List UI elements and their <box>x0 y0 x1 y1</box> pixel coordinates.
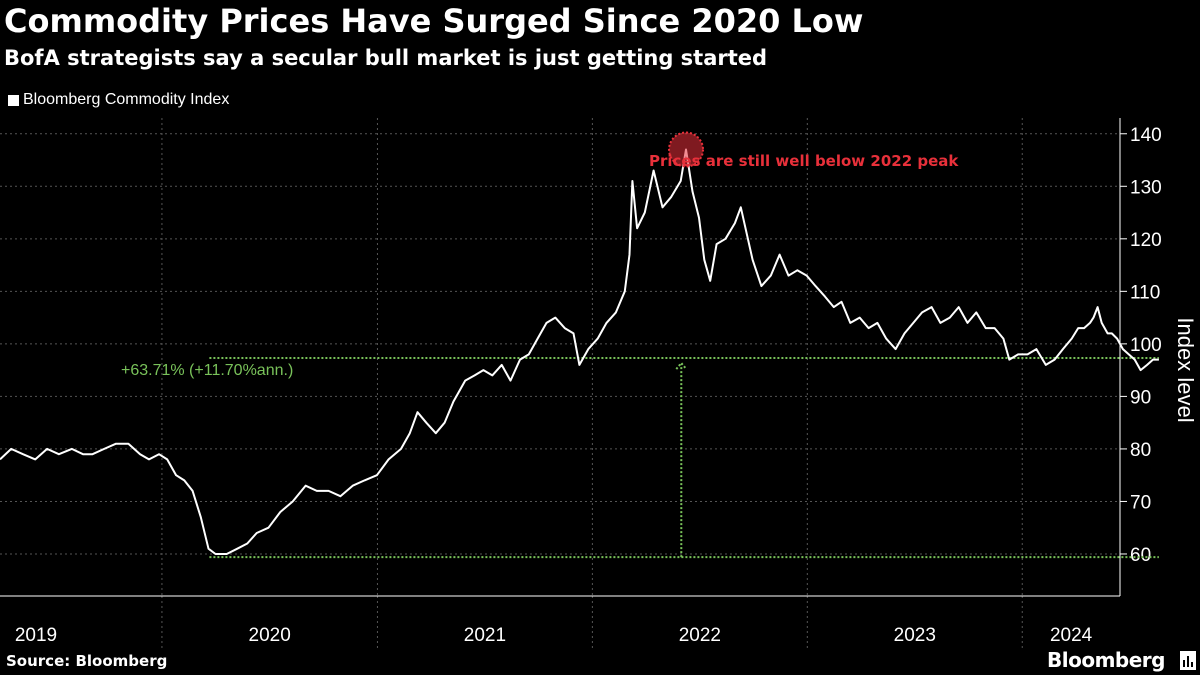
source-note: Source: Bloomberg <box>6 652 168 670</box>
peak-annotation: Prices are still well below 2022 peak <box>649 152 959 170</box>
gain-label: +63.71% (+11.70%ann.) <box>121 362 293 379</box>
y-tick-label: 120 <box>1130 230 1162 251</box>
x-tick-label: 2020 <box>249 625 291 646</box>
y-axis-label: Index level <box>1173 317 1198 422</box>
bloomberg-logo: Bloomberg <box>1047 648 1165 672</box>
chart-title: Commodity Prices Have Surged Since 2020 … <box>4 2 864 40</box>
peak-marker <box>668 131 705 168</box>
y-tick-label: 80 <box>1130 440 1151 461</box>
x-tick-label: 2019 <box>15 625 57 646</box>
y-tick-label: 140 <box>1130 125 1162 146</box>
bloomberg-mark-icon <box>1180 651 1196 670</box>
y-tick-label: 90 <box>1130 387 1151 408</box>
y-tick-label: 60 <box>1130 545 1151 566</box>
y-tick-label: 100 <box>1130 335 1162 356</box>
legend-label: Bloomberg Commodity Index <box>23 91 230 108</box>
y-tick-label: 70 <box>1130 492 1151 513</box>
x-tick-label: 2024 <box>1050 625 1093 646</box>
chart-legend: Bloomberg Commodity Index <box>8 91 229 109</box>
x-tick-label: 2021 <box>464 625 506 646</box>
chart-subtitle: BofA strategists say a secular bull mark… <box>4 46 768 70</box>
y-tick-label: 130 <box>1130 177 1162 198</box>
legend-swatch <box>8 94 19 106</box>
gain-arrowhead <box>675 361 688 370</box>
x-tick-label: 2023 <box>894 625 936 646</box>
series-line-bloomberg-commodity-index <box>0 148 1159 555</box>
x-tick-label: 2022 <box>679 625 721 646</box>
y-tick-label: 110 <box>1130 282 1160 303</box>
